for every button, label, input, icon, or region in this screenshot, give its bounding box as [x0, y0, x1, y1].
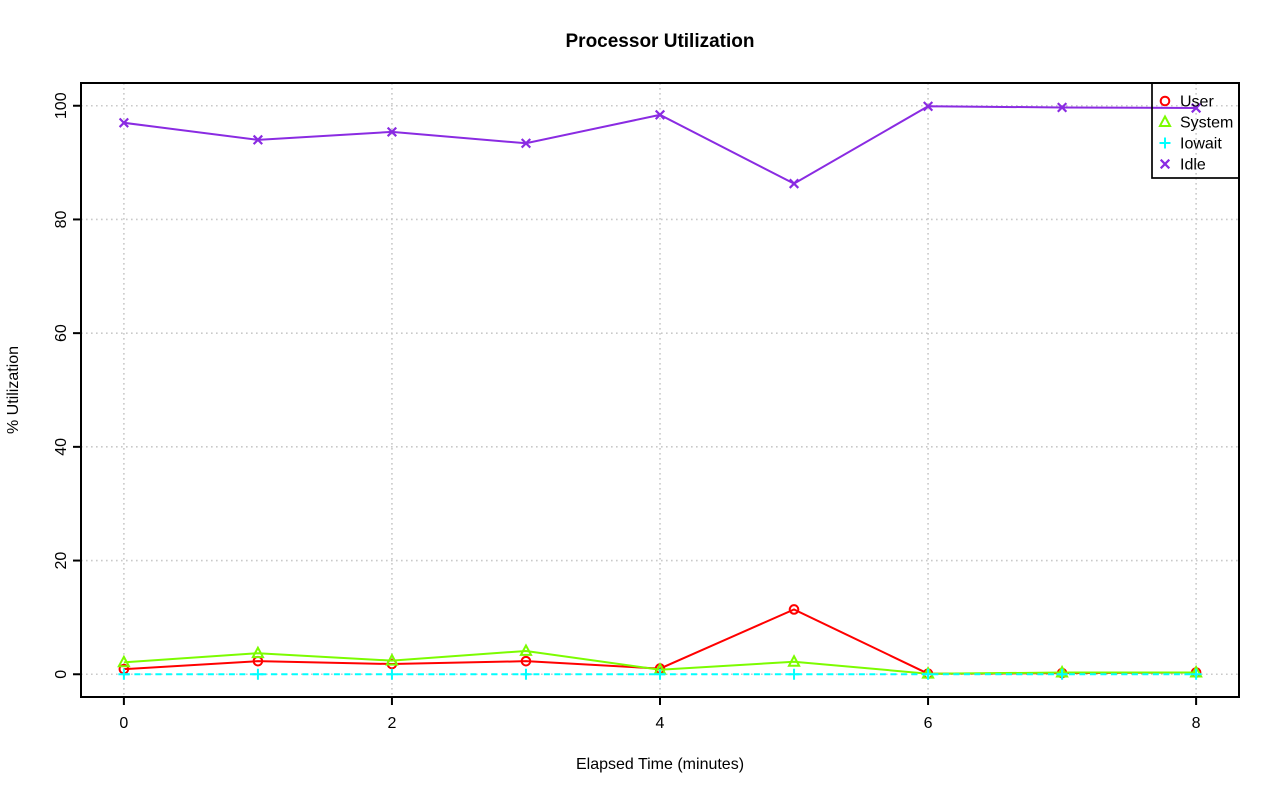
series-iowait-marker — [1190, 668, 1202, 680]
legend-label-idle: Idle — [1180, 157, 1206, 174]
series-user-marker — [788, 604, 800, 615]
y-axis-tick-label: 100 — [53, 92, 70, 119]
x-axis-tick-label: 6 — [924, 715, 933, 732]
legend-label-system: System — [1180, 115, 1233, 132]
y-axis-tick-label: 0 — [53, 670, 70, 679]
series-iowait-marker — [252, 668, 264, 680]
y-axis-tick-label: 60 — [53, 324, 70, 342]
series-iowait-marker — [922, 668, 934, 680]
series-system-marker — [117, 654, 131, 668]
x-axis-tick-label: 0 — [119, 715, 128, 732]
series-idle-line — [123, 105, 1197, 185]
x-axis-tick-label: 4 — [656, 715, 665, 732]
y-axis-tick-label: 20 — [53, 552, 70, 570]
series-idle-marker — [1057, 102, 1068, 113]
series-iowait-marker — [1056, 668, 1068, 680]
legend-label-user: User — [1180, 94, 1214, 111]
series-iowait-marker — [788, 668, 800, 680]
series-idle-marker — [788, 178, 800, 189]
series-idle-marker — [1191, 102, 1202, 114]
series-idle-marker — [386, 126, 398, 137]
x-axis-tick-label: 8 — [1192, 715, 1201, 732]
series-user-marker — [520, 655, 532, 667]
legend-marker-iowait — [1159, 137, 1171, 149]
series-idle-marker — [922, 101, 934, 112]
series-iowait-marker — [520, 668, 532, 680]
series-system-marker — [787, 654, 801, 667]
x-axis-label: Elapsed Time (minutes) — [575, 756, 745, 773]
series-iowait-marker — [386, 668, 398, 680]
series-idle-marker — [654, 109, 666, 120]
y-axis-tick-label: 40 — [53, 438, 70, 456]
chart-title: Processor Utilization — [565, 31, 755, 52]
y-axis-tick-label: 80 — [53, 210, 70, 228]
legend-box — [1151, 82, 1240, 179]
series-idle-marker — [118, 117, 129, 128]
series-system-marker — [385, 652, 399, 666]
series-iowait-marker — [654, 668, 666, 680]
legend-marker-system — [1158, 114, 1172, 127]
series-iowait-marker — [118, 668, 130, 680]
series-system-marker — [519, 643, 533, 656]
x-axis-tick-label: 2 — [387, 715, 396, 732]
series-idle-marker — [252, 134, 263, 145]
series-system-marker — [251, 645, 265, 659]
series-idle-marker — [520, 138, 532, 149]
legend-marker-user — [1159, 95, 1171, 107]
legend-label-iowait: Iowait — [1180, 136, 1222, 153]
plot-border — [80, 82, 1240, 698]
legend-marker-idle — [1159, 158, 1171, 170]
